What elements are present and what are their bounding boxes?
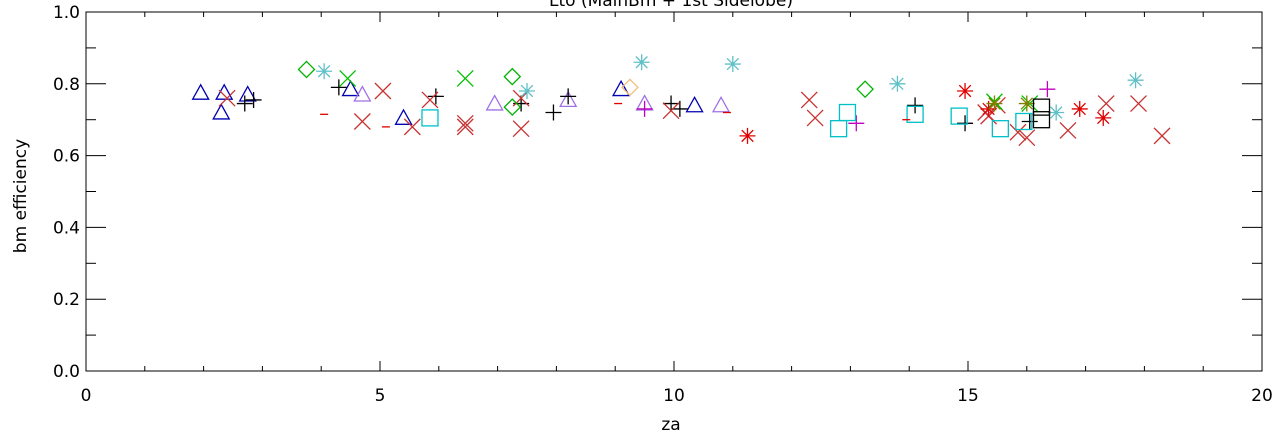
triangle-marker (212, 103, 231, 120)
triangle-marker (611, 79, 631, 97)
axes: 0 5 10 15 20 0.0 0.2 0.4 0.6 0.8 1.0 (53, 3, 1273, 406)
plus-marker (848, 115, 865, 132)
asterisk-marker (1095, 109, 1112, 126)
y-tick-label: 0.6 (53, 147, 80, 167)
x-marker (421, 91, 439, 109)
x-marker (662, 102, 680, 120)
triangle-marker (711, 96, 731, 113)
square-marker (421, 109, 439, 127)
x-marker (456, 118, 474, 136)
asterisk-marker (889, 75, 906, 92)
x-marker (339, 69, 357, 87)
y-axis-label: bm efficiency (11, 139, 31, 253)
square-marker (1032, 111, 1051, 129)
x-marker (1153, 127, 1171, 145)
plus-marker (545, 104, 562, 121)
plus-marker (330, 79, 347, 96)
x-tick-label: 5 (375, 386, 386, 406)
triangle-marker (353, 85, 372, 102)
plus-marker (636, 100, 653, 117)
data-marks (191, 54, 1171, 147)
x-marker (403, 118, 421, 136)
x-tick-label: 20 (1251, 386, 1273, 406)
square-marker (838, 103, 857, 122)
x-marker (806, 109, 824, 127)
x-tick-label: 15 (957, 386, 979, 406)
diamond-marker (297, 60, 316, 79)
x-marker (374, 82, 392, 100)
y-tick-label: 0.0 (53, 362, 80, 382)
asterisk-marker (316, 63, 333, 80)
plot-frame (85, 11, 1263, 372)
x-marker (512, 120, 530, 138)
x-marker (1130, 95, 1147, 113)
asterisk-marker (957, 82, 974, 99)
asterisk-marker (739, 127, 756, 144)
y-tick-label: 0.2 (53, 290, 80, 310)
x-marker (800, 91, 818, 109)
square-marker (950, 107, 968, 125)
asterisk-marker (986, 95, 1003, 112)
plus-marker (1039, 81, 1056, 98)
square-marker (906, 105, 924, 123)
y-tick-label: 0.8 (53, 75, 80, 95)
triangle-marker (394, 108, 413, 125)
x-marker (1059, 122, 1077, 139)
plus-marker (1021, 113, 1038, 130)
triangle-marker (341, 79, 360, 97)
plus-marker (907, 97, 924, 114)
x-marker (456, 114, 474, 132)
plus-marker (245, 91, 262, 108)
plus-marker (663, 95, 680, 112)
x-marker (353, 113, 371, 130)
diamond-marker (503, 67, 522, 86)
y-tick-label: 0.4 (53, 218, 80, 238)
x-axis-label: za (661, 415, 680, 434)
asterisk-marker (1127, 72, 1144, 89)
asterisk-marker (1071, 100, 1088, 117)
x-marker (218, 89, 236, 107)
square-marker (829, 120, 848, 138)
x-marker (1018, 129, 1036, 147)
triangle-marker (559, 90, 578, 108)
asterisk-marker (519, 82, 535, 99)
plus-marker (560, 88, 577, 105)
plus-marker (671, 100, 688, 117)
asterisk-marker (724, 56, 741, 73)
square-marker (1015, 112, 1033, 131)
x-tick-label: 10 (663, 386, 685, 406)
x-marker (1009, 123, 1027, 141)
triangle-marker (215, 83, 234, 100)
square-marker (1032, 98, 1051, 116)
triangle-marker (191, 83, 210, 100)
x-marker (456, 69, 474, 87)
triangle-marker (485, 94, 504, 111)
triangle-marker (685, 96, 704, 113)
diamond-marker (856, 80, 875, 99)
asterisk-marker (1048, 104, 1065, 121)
diamond-marker (503, 98, 522, 117)
plus-marker (427, 88, 444, 105)
x-marker (1097, 95, 1115, 113)
chart-title: Lto (MainBm + 1st Sidelobe) (549, 0, 793, 11)
diamond-marker (620, 78, 639, 97)
plus-marker (236, 95, 253, 112)
plus-marker (957, 115, 974, 132)
triangle-marker (238, 85, 257, 102)
x-tick-label: 0 (81, 386, 92, 406)
asterisk-marker (1018, 95, 1035, 112)
y-tick-label: 1.0 (53, 3, 80, 23)
asterisk-marker (633, 54, 650, 71)
square-marker (991, 120, 1009, 138)
